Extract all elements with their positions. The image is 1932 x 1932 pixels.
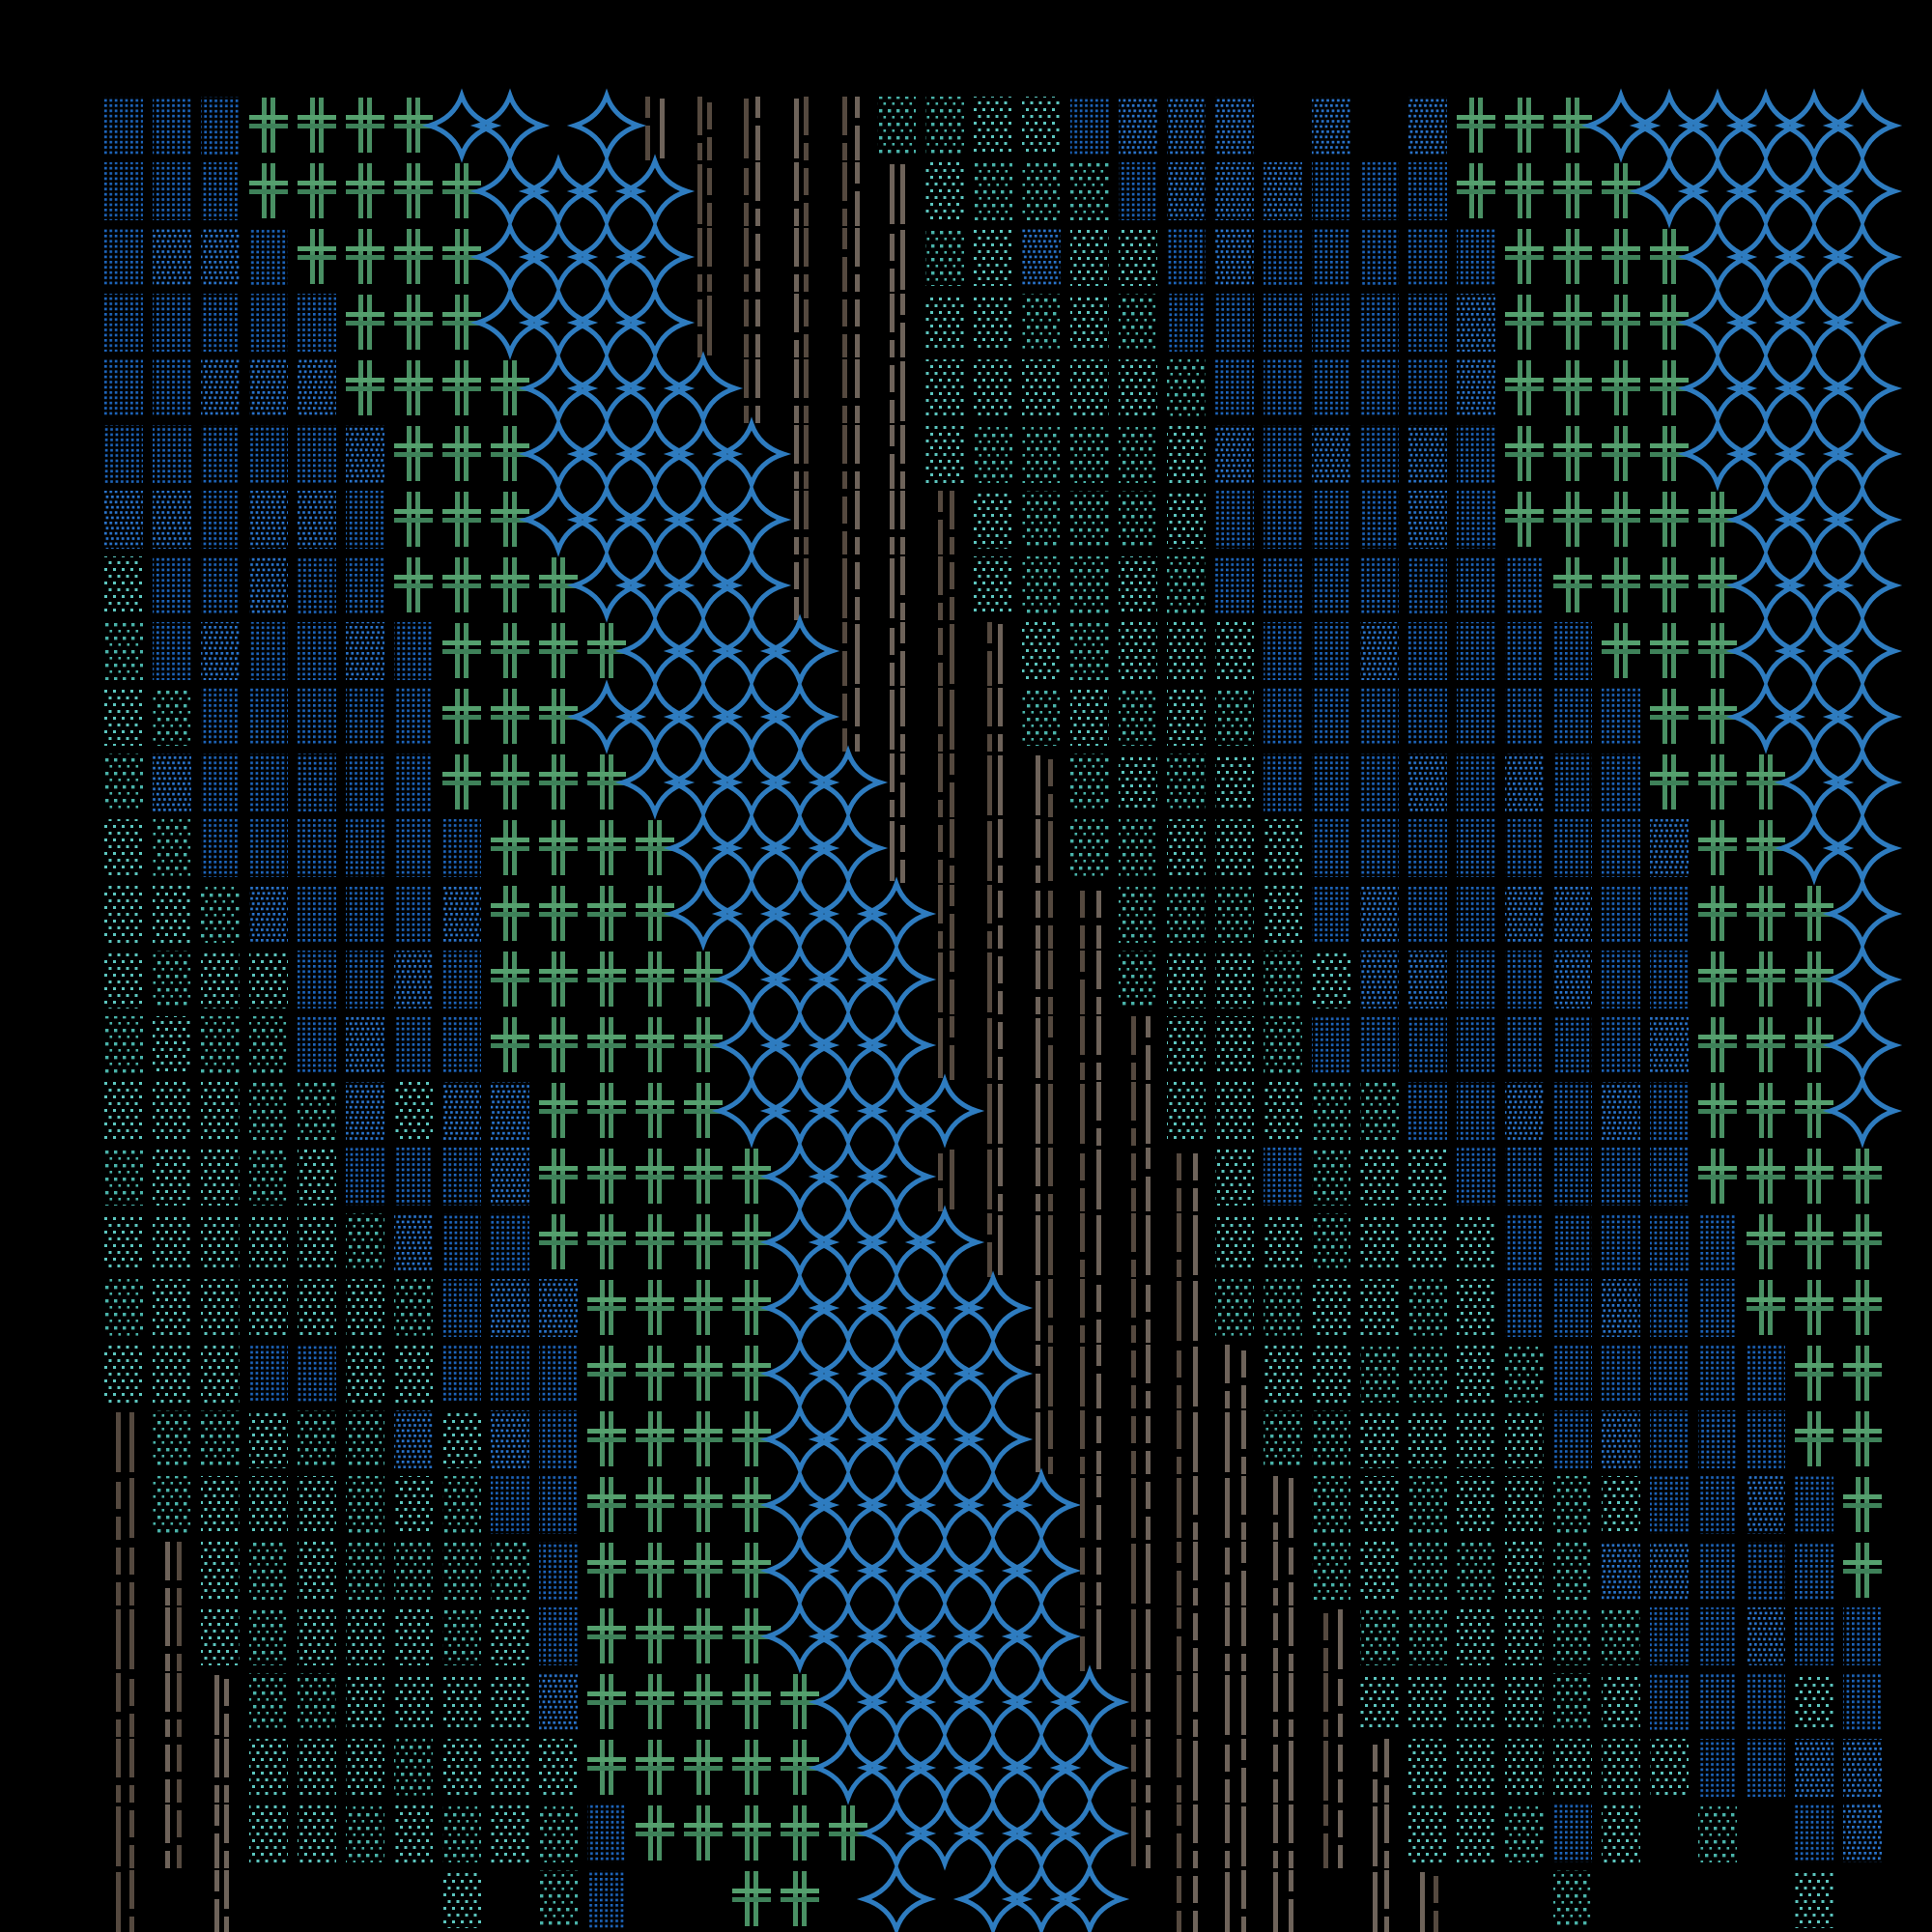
pattern-grid-canvas [104, 88, 1903, 1932]
generative-artwork [104, 88, 1903, 1932]
